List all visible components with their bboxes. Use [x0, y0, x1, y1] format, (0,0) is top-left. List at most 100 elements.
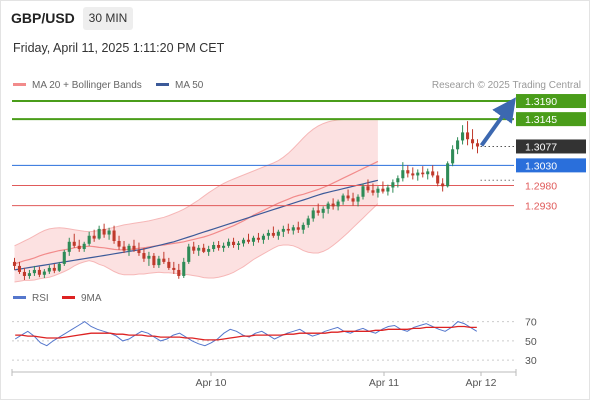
candle [301, 222, 305, 234]
candle-body [356, 196, 360, 202]
candle-body [451, 149, 455, 164]
candle-body [52, 267, 56, 271]
rsi-swatch-icon [13, 295, 26, 299]
candle-body [411, 173, 415, 176]
x-tick-label: Apr 11 [369, 377, 399, 389]
candle [411, 167, 415, 180]
legend-label-ma50: MA 50 [175, 80, 204, 91]
ma50-swatch-icon [156, 82, 169, 86]
candle [187, 243, 191, 264]
candle [416, 169, 420, 181]
candle-body [321, 208, 325, 213]
candle [261, 233, 265, 244]
candle-body [266, 232, 270, 236]
candle-body [137, 249, 141, 254]
level-label-1.2930: 1.2930 [525, 201, 557, 213]
candle-body [217, 245, 221, 248]
legend-item-ma50: MA 50 [156, 80, 203, 91]
candle [311, 207, 315, 222]
candle-body [251, 237, 256, 242]
candle-body [77, 245, 81, 250]
candle-body [421, 172, 425, 175]
candle [321, 206, 325, 219]
candle [167, 257, 171, 270]
candle-body [182, 261, 186, 276]
candle-body [117, 240, 121, 247]
candle-body [37, 269, 41, 275]
candle [470, 129, 475, 150]
candle-body [97, 228, 101, 239]
candle-body [42, 271, 46, 275]
candle [27, 269, 31, 279]
candle [451, 145, 455, 167]
candle [336, 199, 340, 211]
candle [296, 221, 300, 233]
candle [92, 229, 96, 242]
candle [132, 239, 136, 252]
legend-item-9ma: 9MA [62, 293, 102, 304]
candle-body [57, 263, 61, 271]
candle [446, 161, 450, 188]
candle-body [271, 232, 275, 236]
candle [137, 242, 141, 256]
candle [67, 237, 71, 256]
candle-body [192, 246, 196, 251]
candle [276, 229, 280, 240]
candle [17, 261, 22, 274]
candle-body [291, 227, 295, 231]
candle-body [222, 245, 226, 248]
candle-body [27, 273, 31, 276]
candle [331, 198, 335, 210]
candle-body [12, 261, 17, 266]
candle [291, 224, 295, 235]
candle [32, 265, 36, 276]
candle [401, 162, 405, 182]
candle [266, 229, 270, 240]
candle [227, 238, 231, 248]
candle [351, 192, 355, 206]
candle [222, 242, 226, 252]
candle [57, 261, 61, 272]
candle-body [401, 170, 405, 179]
candle [396, 175, 400, 188]
candle [127, 243, 131, 256]
candle [52, 263, 56, 274]
candle-body [371, 190, 375, 193]
timeframe-button[interactable]: 30 MIN [83, 7, 133, 30]
x-tick-label: Apr 12 [466, 377, 497, 389]
candle [212, 241, 216, 252]
timestamp: Friday, April 11, 2025 1:11:20 PM CET [13, 41, 225, 55]
candle [286, 223, 290, 234]
level-tag-1.3030 [516, 158, 586, 173]
candle-body [456, 140, 460, 150]
candle [256, 232, 260, 243]
candle-body [351, 198, 355, 202]
candle-body [376, 188, 380, 193]
candle [42, 269, 46, 278]
candle-body [241, 239, 246, 244]
candle-body [261, 235, 265, 240]
candle [192, 241, 196, 254]
candle-body [436, 175, 440, 184]
bollinger-band-area [14, 119, 378, 282]
candle-body [132, 245, 136, 250]
candle-body [470, 139, 475, 144]
candle [346, 189, 350, 201]
legend-label-ma20: MA 20 + Bollinger Bands [32, 80, 142, 91]
candle-body [207, 249, 211, 252]
candle-body [246, 239, 251, 242]
toolbar: GBP/USD 30 MIN [0, 0, 590, 36]
candle-body [107, 230, 111, 235]
candle [466, 121, 470, 146]
candle [177, 263, 181, 279]
candle-body [197, 247, 201, 251]
level-tag-1.3145 [516, 112, 586, 127]
candle [361, 183, 365, 200]
candle-body [461, 132, 465, 141]
candle-body [72, 241, 76, 246]
bollinger-lower-line [14, 203, 379, 283]
candle-body [232, 241, 236, 246]
legend-label-rsi: RSI [32, 293, 49, 304]
candle-body [391, 182, 395, 188]
